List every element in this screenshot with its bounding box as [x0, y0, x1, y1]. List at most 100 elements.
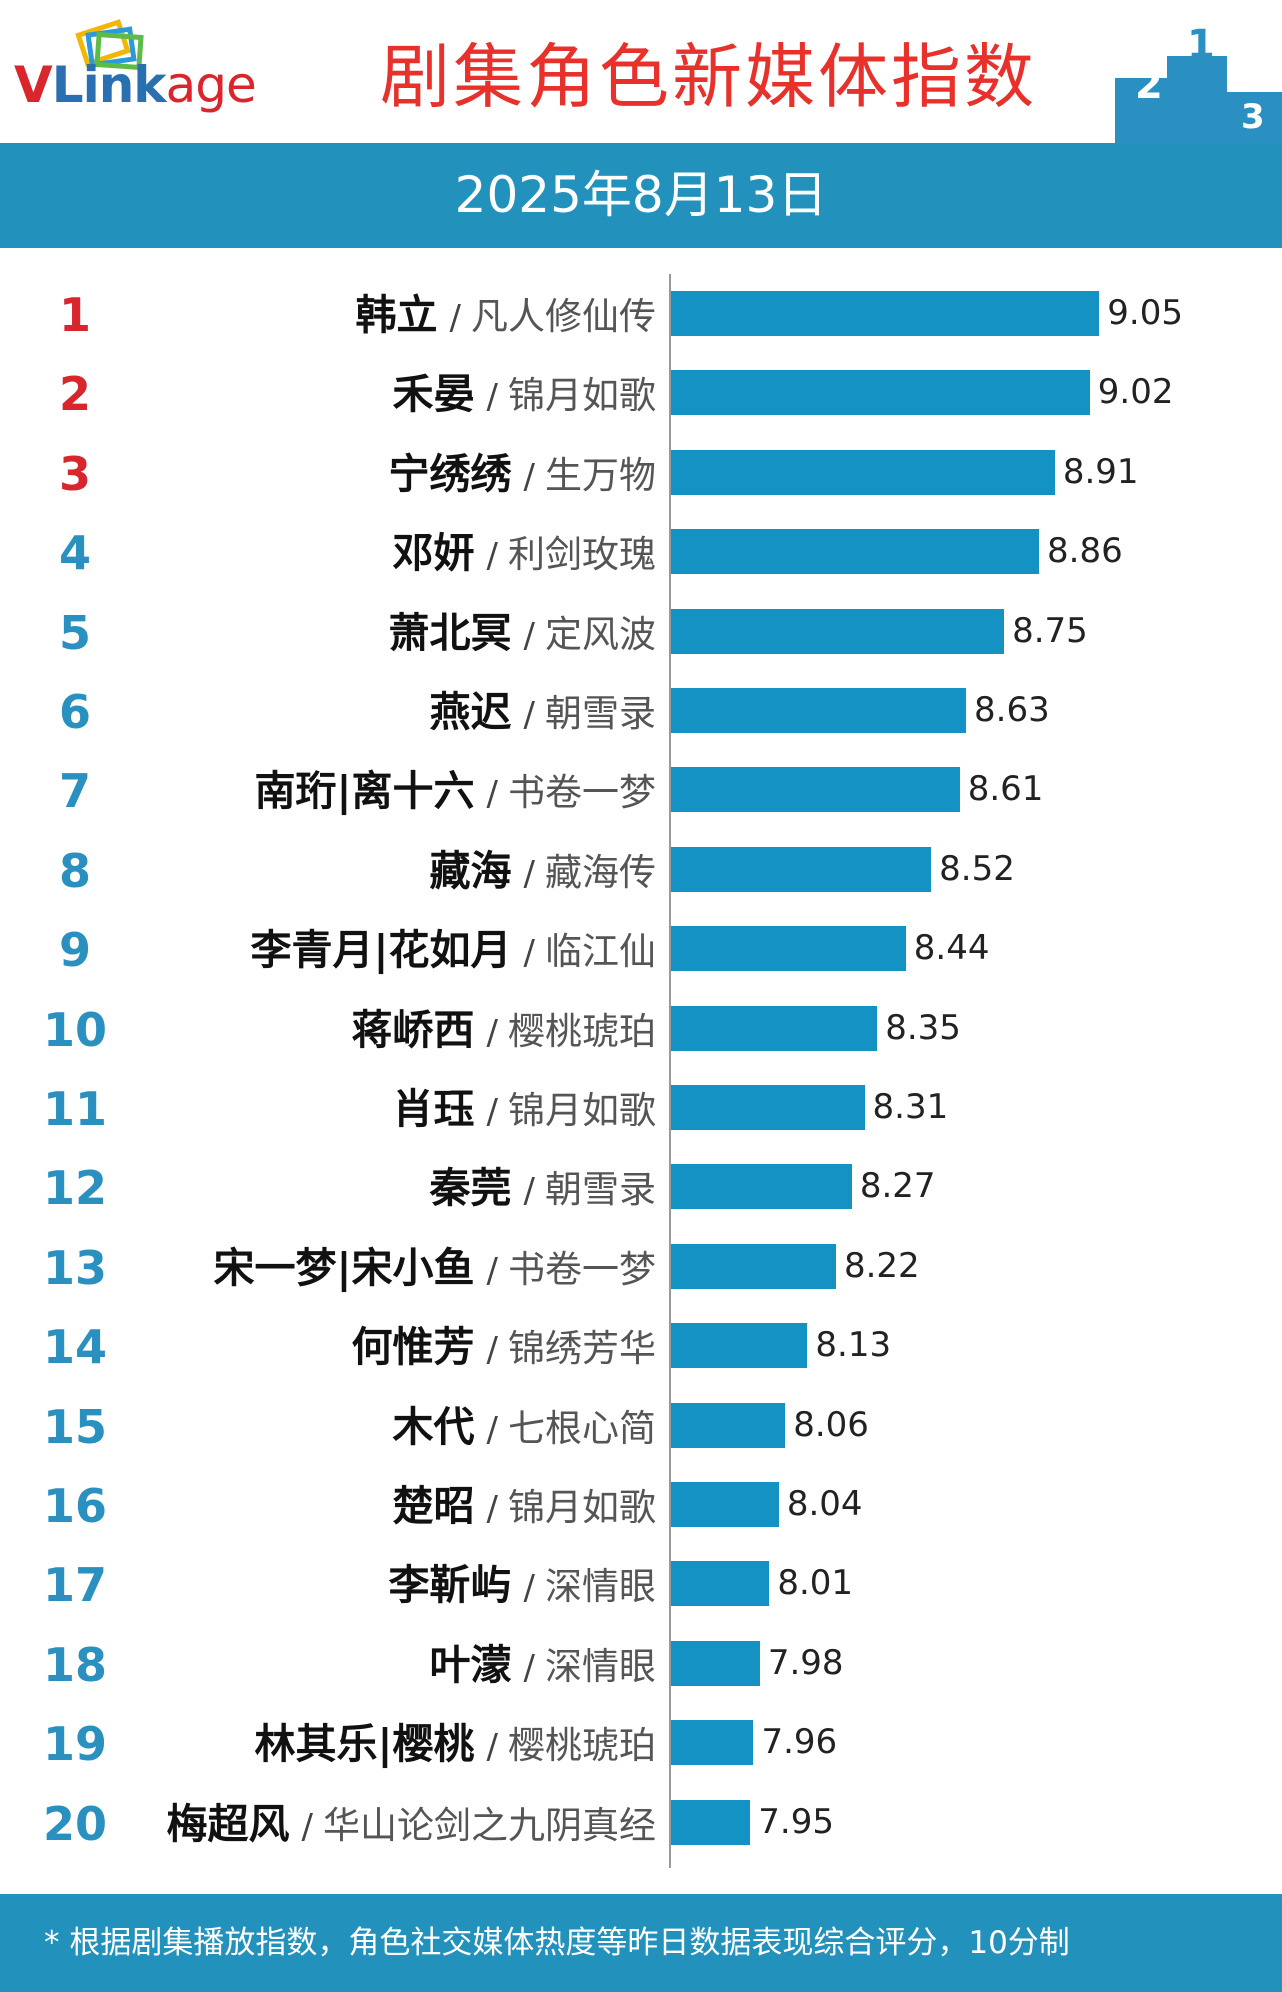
bar-label: 楚昭 / 锦月如歌 — [393, 1481, 656, 1540]
logo-text: VLinkage — [14, 56, 257, 114]
show-name: 深情眼 — [545, 1565, 656, 1609]
bar — [671, 1482, 779, 1527]
character-name: 楚昭 — [392, 1482, 475, 1530]
label-separator: / — [523, 695, 535, 735]
label-separator: / — [523, 1568, 535, 1609]
bar — [671, 291, 1100, 336]
bar — [671, 846, 932, 892]
bar-label: 叶濛 / 深情眼 — [430, 1640, 656, 1699]
rank-number: 14 — [42, 1320, 107, 1375]
header: VLinkage 剧集角色新媒体指数 2 1 3 — [0, 0, 1282, 143]
show-name: 朝雪录 — [545, 1168, 656, 1212]
show-name: 七根心简 — [508, 1406, 656, 1450]
bar — [671, 1561, 770, 1607]
show-name: 华山论剑之九阴真经 — [323, 1803, 656, 1847]
rank-number: 13 — [42, 1240, 107, 1295]
character-name: 叶濛 — [429, 1640, 512, 1689]
chart-row: 20 梅超风 / 华山论剑之九阴真经 7.95 — [0, 1785, 1282, 1864]
rank-number: 12 — [42, 1161, 107, 1216]
character-name: 秦莞 — [429, 1164, 512, 1213]
bar — [671, 767, 960, 813]
bar — [671, 688, 967, 733]
label-separator: / — [449, 298, 461, 338]
rank-number: 9 — [58, 923, 91, 978]
character-name: 邓妍 — [392, 529, 475, 578]
chart-row: 12 秦莞 / 朝雪录 8.27 — [0, 1149, 1282, 1228]
label-separator: / — [523, 1171, 535, 1212]
bar-value-label: 8.01 — [777, 1563, 854, 1604]
bar — [671, 1402, 786, 1448]
bar-value-label: 8.31 — [872, 1087, 949, 1127]
bar-label: 肖珏 / 锦月如歌 — [393, 1084, 656, 1143]
show-name: 生万物 — [545, 453, 656, 497]
bar-value-label: 7.96 — [761, 1722, 838, 1763]
label-separator: / — [523, 933, 535, 974]
rank-number: 16 — [42, 1479, 107, 1533]
chart-row: 16 楚昭 / 锦月如歌 8.04 — [0, 1467, 1282, 1546]
show-name: 锦绣芳华 — [508, 1327, 656, 1371]
bar-label: 何惟芳 / 锦绣芳华 — [352, 1322, 656, 1381]
show-name: 书卷一梦 — [508, 1247, 656, 1291]
bar-label: 萧北冥 / 定风波 — [389, 608, 656, 667]
character-name: 南珩|离十六 — [254, 767, 475, 816]
label-separator: / — [486, 1092, 498, 1132]
show-name: 朝雪录 — [545, 692, 656, 735]
bar — [671, 1799, 751, 1845]
bar-label: 林其乐|樱桃 / 樱桃琥珀 — [255, 1719, 656, 1778]
chart-row: 9 李青月|花如月 / 临江仙 8.44 — [0, 911, 1282, 990]
character-name: 肖珏 — [392, 1085, 475, 1133]
bar-label: 李青月|花如月 / 临江仙 — [251, 925, 656, 984]
chart-row: 8 藏海 / 藏海传 8.52 — [0, 832, 1282, 911]
rank-number: 4 — [58, 526, 91, 581]
chart-row: 6 燕迟 / 朝雪录 8.63 — [0, 673, 1282, 752]
bar — [671, 1005, 878, 1051]
bar-value-label: 8.91 — [1062, 451, 1139, 492]
label-separator: / — [486, 536, 498, 577]
bar-value-label: 8.52 — [939, 848, 1015, 889]
rank-number: 11 — [42, 1082, 107, 1136]
bar-value-label: 8.35 — [885, 1007, 961, 1048]
chart-row: 2 禾晏 / 锦月如歌 9.02 — [0, 355, 1282, 434]
chart-row: 14 何惟芳 / 锦绣芳华 8.13 — [0, 1308, 1282, 1387]
rank-number: 15 — [42, 1399, 107, 1454]
date-text: 2025年8月13日 — [454, 166, 828, 224]
bar — [671, 1243, 836, 1289]
label-separator: / — [523, 456, 535, 497]
bar-label: 梅超风 / 华山论剑之九阴真经 — [167, 1799, 656, 1858]
bar-value-label: 8.13 — [815, 1325, 892, 1366]
chart-axis-line — [669, 274, 671, 1868]
bar-label: 燕迟 / 朝雪录 — [430, 687, 656, 746]
chart-row: 7 南珩|离十六 / 书卷一梦 8.61 — [0, 752, 1282, 831]
character-name: 李靳屿 — [388, 1561, 512, 1610]
character-name: 宁绣绣 — [388, 449, 512, 498]
rank-number: 2 — [58, 367, 91, 422]
bar — [671, 449, 1055, 495]
character-name: 李青月|花如月 — [250, 926, 512, 975]
character-name: 宋一梦|宋小鱼 — [213, 1243, 475, 1292]
footnote-text: * 根据剧集播放指数，角色社交媒体热度等昨日数据表现综合评分，10分制 — [44, 1925, 1070, 1961]
bar-label: 宋一梦|宋小鱼 / 书卷一梦 — [214, 1243, 656, 1302]
show-name: 定风波 — [545, 612, 656, 656]
chart-row: 13 宋一梦|宋小鱼 / 书卷一梦 8.22 — [0, 1229, 1282, 1308]
character-name: 梅超风 — [166, 1799, 290, 1848]
show-name: 锦月如歌 — [508, 1486, 656, 1529]
bar-value-label: 8.27 — [859, 1166, 936, 1207]
label-separator: / — [486, 774, 498, 815]
bar-label: 李靳屿 / 深情眼 — [389, 1560, 656, 1619]
character-name: 何惟芳 — [351, 1323, 475, 1372]
character-name: 禾晏 — [392, 370, 475, 419]
bar-value-label: 8.04 — [786, 1484, 863, 1524]
rank-number: 8 — [58, 843, 91, 898]
bar — [671, 529, 1039, 575]
bar-value-label: 9.05 — [1107, 293, 1183, 333]
character-name: 林其乐|樱桃 — [254, 1720, 475, 1769]
logo-frames-icon — [75, 19, 144, 71]
rank-number: 5 — [58, 605, 91, 660]
chart-row: 3 宁绣绣 / 生万物 8.91 — [0, 435, 1282, 514]
rank-number: 19 — [42, 1717, 107, 1772]
show-name: 锦月如歌 — [508, 1089, 656, 1132]
rank-number: 20 — [42, 1796, 107, 1851]
show-name: 凡人修仙传 — [471, 295, 656, 338]
bar-label: 木代 / 七根心简 — [393, 1402, 656, 1461]
footer-banner: * 根据剧集播放指数，角色社交媒体热度等昨日数据表现综合评分，10分制 — [0, 1894, 1282, 1992]
